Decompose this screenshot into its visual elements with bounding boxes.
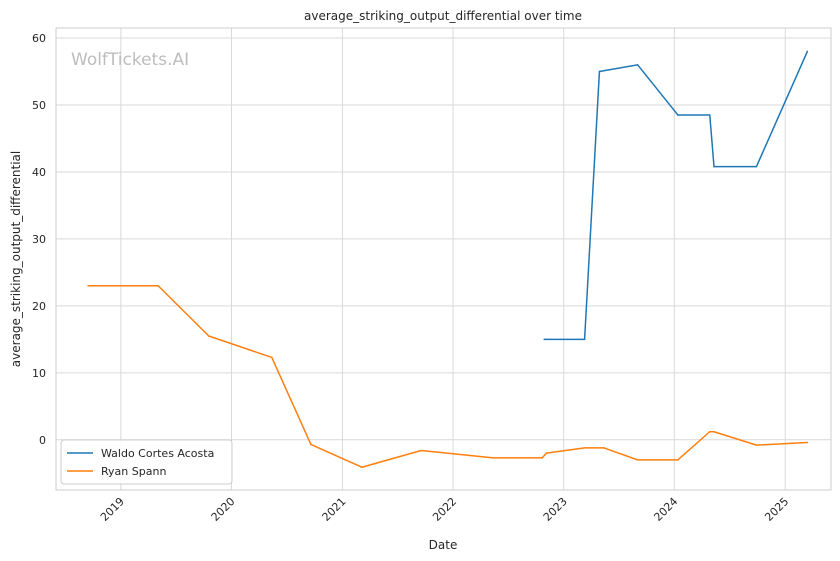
legend-box [60,439,233,485]
y-tick-label: 50 [32,99,46,112]
data-point-waldo-cortes-acosta [598,70,601,73]
data-point-ryan-spann [492,457,495,459]
data-point-ryan-spann [755,444,758,446]
y-tick-label: 10 [32,367,46,380]
data-point-waldo-cortes-acosta [708,114,711,116]
data-point-ryan-spann [602,447,605,449]
y-tick-label: 30 [32,233,46,246]
data-point-waldo-cortes-acosta [806,50,809,53]
legend-label-waldo-cortes-acosta: Waldo Cortes Acosta [101,447,214,460]
grid [56,28,831,490]
series-lines [87,50,809,469]
y-axis-title: average_striking_output_differential [9,151,23,367]
y-tick-label: 60 [32,32,46,45]
watermark: WolfTickets.AI [71,50,189,70]
data-point-waldo-cortes-acosta [636,64,639,66]
data-point-ryan-spann [583,447,586,449]
data-point-waldo-cortes-acosta [543,338,546,341]
data-point-ryan-spann [420,449,423,452]
y-tick-label: 40 [32,166,46,179]
data-point-ryan-spann [157,284,159,287]
y-tick-label: 20 [32,300,46,313]
data-point-ryan-spann [708,430,711,433]
data-point-waldo-cortes-acosta [755,165,758,168]
data-point-ryan-spann [541,457,543,459]
x-axis-title: Date [429,538,458,552]
data-point-ryan-spann [713,430,715,433]
data-point-ryan-spann [207,335,210,337]
y-tick-label: 0 [39,434,46,447]
data-point-waldo-cortes-acosta [583,338,586,341]
data-point-ryan-spann [677,459,679,461]
data-point-waldo-cortes-acosta [713,165,715,168]
chart-title: average_striking_output_differential ove… [304,9,582,23]
data-point-ryan-spann [636,459,639,461]
plot-frame [55,27,832,491]
data-point-ryan-spann [806,441,809,444]
data-point-ryan-spann [87,284,89,287]
data-point-ryan-spann [361,466,363,469]
data-point-ryan-spann [545,452,548,454]
data-point-ryan-spann [310,443,312,446]
legend: Waldo Cortes Acosta Ryan Spann [60,439,233,485]
data-point-ryan-spann [270,356,273,359]
data-point-waldo-cortes-acosta [677,114,679,116]
legend-label-ryan-spann: Ryan Spann [101,465,166,478]
